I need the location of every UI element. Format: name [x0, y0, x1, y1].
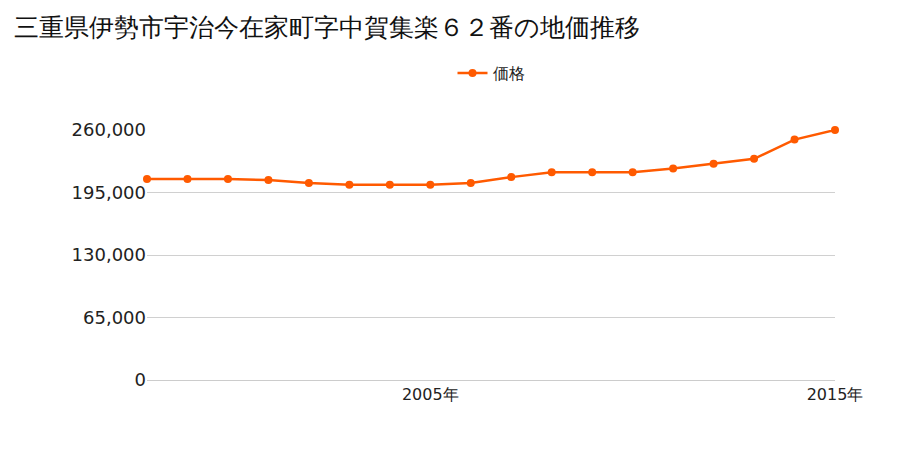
svg-text:260,000: 260,000: [72, 119, 146, 140]
svg-text:195,000: 195,000: [72, 182, 146, 203]
svg-text:価格: 価格: [493, 64, 525, 83]
svg-text:三重県伊勢市宇治今在家町字中賀集楽６２番の地価推移: 三重県伊勢市宇治今在家町字中賀集楽６２番の地価推移: [14, 13, 640, 42]
svg-text:65,000: 65,000: [83, 307, 146, 328]
svg-text:130,000: 130,000: [72, 244, 146, 265]
svg-text:0: 0: [135, 369, 146, 390]
svg-text:2005年: 2005年: [402, 385, 459, 404]
svg-text:2015年: 2015年: [807, 385, 864, 404]
